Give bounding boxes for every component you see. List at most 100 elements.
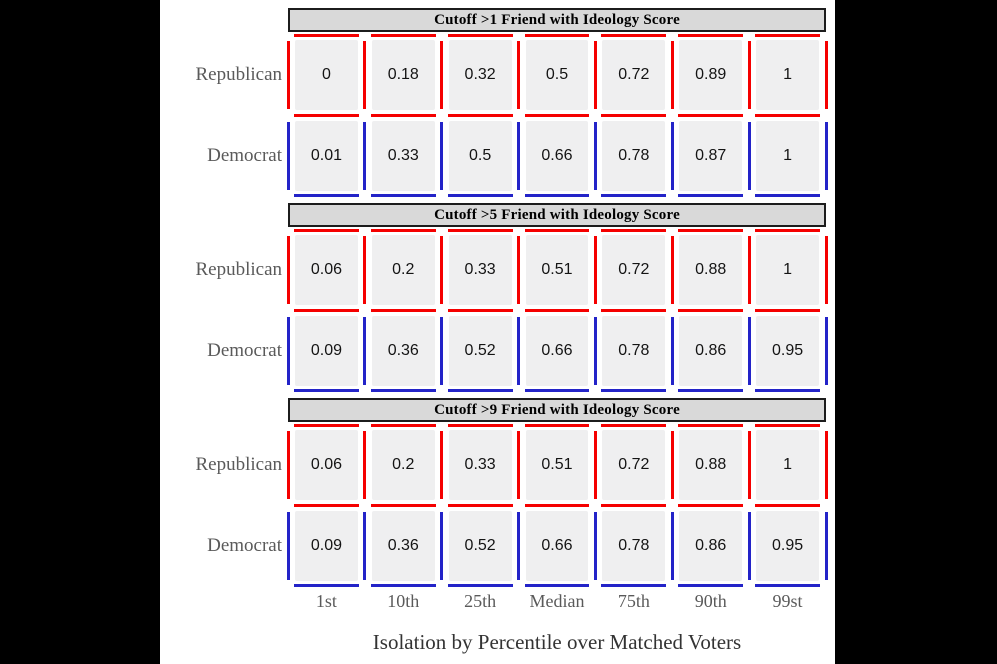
- cell-value: 1: [783, 147, 793, 164]
- cell: 0.33: [448, 235, 512, 305]
- democrat-grid-bottom-segment: [447, 584, 513, 587]
- republican-grid-bottom-segment: [447, 504, 513, 507]
- cell: 0.95: [756, 511, 819, 581]
- cell-value: 1: [783, 66, 793, 83]
- democrat-grid-vertical-line: [747, 512, 751, 580]
- democrat-grid-bottom-segment: [294, 584, 359, 587]
- cell-value: 0.36: [387, 537, 419, 554]
- republican-grid-bottom-segment: [678, 114, 744, 117]
- republican-grid-bottom-segment: [755, 114, 820, 117]
- x-axis-label: 1st: [315, 591, 337, 611]
- cell-value: 0.78: [618, 147, 650, 164]
- republican-grid-vertical-line: [517, 236, 521, 304]
- republican-grid-top-segment: [524, 229, 590, 232]
- republican-grid-vertical-line: [593, 41, 597, 109]
- republican-grid-vertical-line: [747, 431, 751, 499]
- cell-value: 0.33: [464, 456, 496, 473]
- democrat-grid-vertical-line: [517, 512, 521, 580]
- cell: 0.66: [525, 511, 589, 581]
- republican-grid-top-segment: [755, 34, 820, 37]
- democrat-grid-bottom-segment: [370, 584, 436, 587]
- republican-grid-vertical-line: [440, 431, 444, 499]
- cell-value: 0.66: [541, 147, 573, 164]
- cell: 0.95: [756, 316, 819, 386]
- cell-value: 1: [783, 261, 793, 278]
- republican-grid-vertical-line: [824, 236, 828, 304]
- cell-value: 0.78: [618, 342, 650, 359]
- republican-grid-top-segment: [678, 424, 744, 427]
- republican-grid-top-segment: [678, 229, 744, 232]
- democrat-grid-vertical-line: [363, 122, 367, 190]
- cell: 0.86: [679, 316, 743, 386]
- cell-value: 0.95: [771, 342, 804, 359]
- democrat-grid-bottom-segment: [447, 194, 513, 197]
- republican-grid-bottom-segment: [294, 309, 359, 312]
- row-label-democrat: Democrat: [207, 535, 282, 556]
- republican-grid-bottom-segment: [601, 504, 667, 507]
- cell: 0.87: [679, 121, 743, 191]
- democrat-grid-vertical-line: [286, 122, 290, 190]
- republican-grid-vertical-line: [363, 41, 367, 109]
- x-axis-label: 99st: [772, 591, 803, 611]
- republican-grid-bottom-segment: [601, 114, 667, 117]
- republican-grid-top-segment: [447, 424, 513, 427]
- cell: 0.72: [602, 430, 666, 500]
- republican-grid-top-segment: [447, 229, 513, 232]
- cell: 0.72: [602, 235, 666, 305]
- cell: 0.01: [295, 121, 358, 191]
- republican-grid-vertical-line: [670, 431, 674, 499]
- democrat-grid-bottom-segment: [601, 389, 667, 392]
- democrat-grid-bottom-segment: [524, 389, 590, 392]
- cell: 0.89: [679, 40, 743, 110]
- cell: 0: [295, 40, 358, 110]
- cell: 0.51: [525, 430, 589, 500]
- democrat-grid-vertical-line: [286, 317, 290, 385]
- democrat-grid-vertical-line: [593, 317, 597, 385]
- cell-value: 0.52: [464, 537, 496, 554]
- democrat-grid-vertical-line: [593, 512, 597, 580]
- x-axis-label: 10th: [387, 591, 420, 611]
- cell-value: 0.72: [618, 456, 650, 473]
- republican-grid-bottom-segment: [294, 114, 359, 117]
- cell: 0.09: [295, 316, 358, 386]
- letterbox-right: [835, 0, 997, 664]
- republican-grid-top-segment: [294, 229, 359, 232]
- cell: 0.66: [525, 121, 589, 191]
- democrat-grid-bottom-segment: [678, 194, 744, 197]
- cell-value: 0.72: [618, 261, 650, 278]
- x-axis-label: 75th: [617, 591, 650, 611]
- democrat-grid-bottom-segment: [755, 194, 820, 197]
- republican-grid-top-segment: [370, 229, 436, 232]
- republican-grid-bottom-segment: [370, 114, 436, 117]
- republican-grid-vertical-line: [363, 431, 367, 499]
- cell: 0.36: [371, 511, 435, 581]
- democrat-grid-bottom-segment: [678, 584, 744, 587]
- republican-grid-vertical-line: [440, 41, 444, 109]
- democrat-grid-bottom-segment: [755, 389, 820, 392]
- cell: 1: [756, 121, 819, 191]
- cell-value: 0.51: [541, 261, 573, 278]
- panel-title: Cutoff >5 Friend with Ideology Score: [434, 206, 680, 223]
- republican-grid-vertical-line: [517, 41, 521, 109]
- row-label-democrat: Democrat: [207, 145, 282, 166]
- republican-grid-vertical-line: [670, 41, 674, 109]
- cell-value: 0.5: [545, 66, 569, 83]
- democrat-grid-bottom-segment: [447, 389, 513, 392]
- cell-value: 1: [783, 456, 793, 473]
- cell-value: 0.33: [387, 147, 419, 164]
- republican-grid-top-segment: [524, 34, 590, 37]
- cell-value: 0.32: [464, 66, 496, 83]
- cell: 0.78: [602, 511, 666, 581]
- republican-grid-top-segment: [524, 424, 590, 427]
- cell: 0.88: [679, 430, 743, 500]
- x-axis-title: Isolation by Percentile over Matched Vot…: [372, 630, 742, 654]
- letterbox-left: [0, 0, 160, 664]
- cell-value: 0: [321, 66, 331, 83]
- x-axis-label: 25th: [464, 591, 497, 611]
- cell-value: 0.2: [392, 261, 415, 278]
- democrat-grid-bottom-segment: [755, 584, 820, 587]
- democrat-grid-bottom-segment: [678, 389, 744, 392]
- cell: 0.2: [371, 235, 435, 305]
- republican-grid-vertical-line: [824, 41, 828, 109]
